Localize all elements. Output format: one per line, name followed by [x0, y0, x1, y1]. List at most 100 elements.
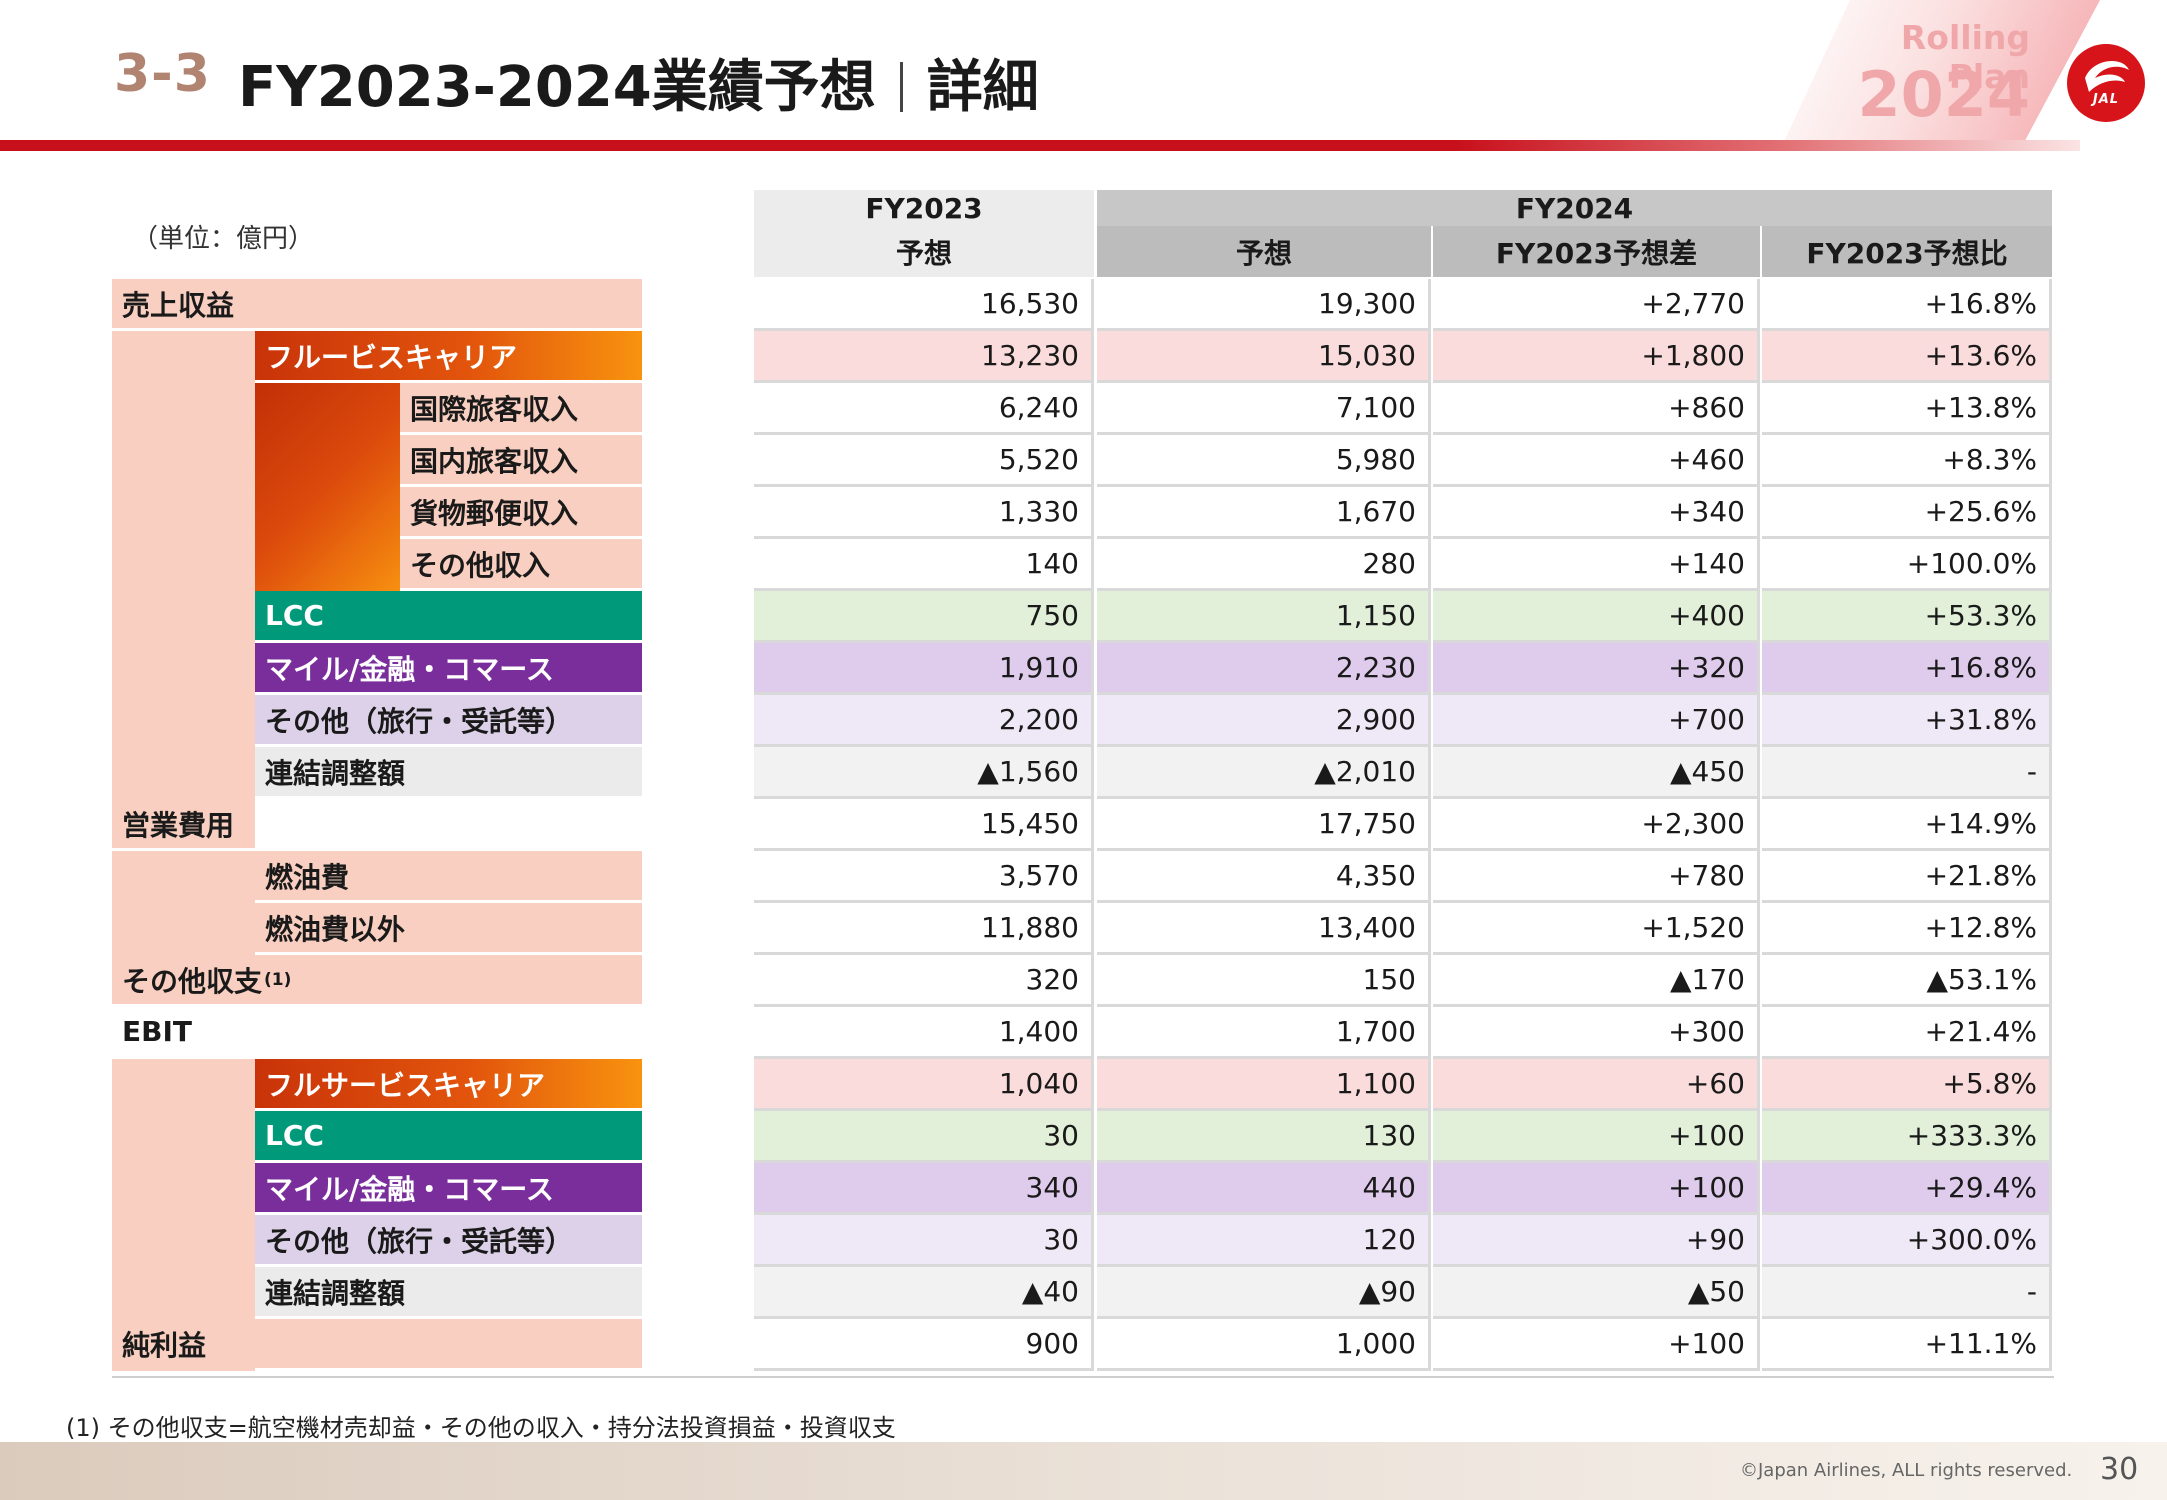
- row-label-text: マイル/金融・コマース: [265, 652, 554, 686]
- row-label: LCC: [255, 1111, 642, 1160]
- value-cell: ▲90: [1097, 1267, 1431, 1319]
- header-fy2024-forecast: 予想: [1097, 226, 1431, 277]
- value-cell: 340: [754, 1163, 1094, 1215]
- row-label: 国内旅客収入: [400, 435, 642, 484]
- value-cell: +90: [1433, 1215, 1760, 1267]
- row-label: フルービスキャリア: [255, 331, 642, 380]
- jal-logo: [2067, 44, 2145, 122]
- value-cell: 2,200: [754, 695, 1094, 747]
- title-main: FY2023-2024業績予想: [238, 55, 876, 120]
- value-cell: 440: [1097, 1163, 1431, 1215]
- value-cell: 1,400: [754, 1007, 1094, 1059]
- row-label: その他（旅行・受託等）: [255, 695, 642, 744]
- row-label-text: フルサービスキャリア: [265, 1068, 546, 1102]
- header-fy2023-diff: FY2023予想差: [1433, 226, 1760, 277]
- value-cell: 11,880: [754, 903, 1094, 955]
- value-cell: +8.3%: [1762, 435, 2052, 487]
- row-label-text: 営業費用: [122, 808, 235, 842]
- row-label-text: LCC: [265, 1119, 324, 1152]
- row-label-text: フルービスキャリア: [265, 340, 518, 374]
- value-cell: 13,400: [1097, 903, 1431, 955]
- value-cell: +2,770: [1433, 279, 1760, 331]
- value-cell: 900: [754, 1319, 1094, 1371]
- row-label-text: LCC: [265, 599, 324, 632]
- value-cell: 30: [754, 1215, 1094, 1267]
- value-cell: 2,230: [1097, 643, 1431, 695]
- row-label: マイル/金融・コマース: [255, 1163, 642, 1212]
- row-label-text: 燃油費以外: [265, 912, 406, 946]
- page-title: FY2023-2024業績予想 詳細: [238, 42, 1039, 123]
- value-cell: +13.8%: [1762, 383, 2052, 435]
- value-cell: +1,520: [1433, 903, 1760, 955]
- forecast-table: FY2023 予想 FY2024 予想 FY2023予想差 FY2023予想比 売上収益 16…: [112, 188, 2054, 1378]
- value-cell: -: [1762, 747, 2052, 799]
- row-label: EBIT: [112, 1007, 642, 1056]
- value-cell: +60: [1433, 1059, 1760, 1111]
- value-cell: ▲50: [1433, 1267, 1760, 1319]
- title-separator: [899, 62, 903, 112]
- row-label-text: 連結調整額: [265, 756, 406, 790]
- row-label: 純利益: [112, 1319, 642, 1368]
- value-cell: 150: [1097, 955, 1431, 1007]
- header-fy2023: FY2023: [754, 190, 1094, 226]
- value-cell: 1,000: [1097, 1319, 1431, 1371]
- title-sub: 詳細: [926, 55, 1039, 120]
- row-label-text: 国内旅客収入: [410, 444, 579, 478]
- value-cell: +21.4%: [1762, 1007, 2052, 1059]
- value-cell: +100: [1433, 1319, 1760, 1371]
- row-label-text: その他収入: [410, 548, 551, 582]
- copyright: ©Japan Airlines, ALL rights reserved.: [1740, 1460, 2073, 1481]
- value-cell: +100.0%: [1762, 539, 2052, 591]
- row-label-text: 燃油費: [265, 860, 350, 894]
- row-label: その他（旅行・受託等）: [255, 1215, 642, 1264]
- value-cell: +100: [1433, 1111, 1760, 1163]
- row-label-text: 売上収益: [122, 288, 235, 322]
- value-cell: +460: [1433, 435, 1760, 487]
- value-cell: ▲40: [754, 1267, 1094, 1319]
- fsc-detail-block: [255, 383, 400, 591]
- value-cell: +13.6%: [1762, 331, 2052, 383]
- row-label: 営業費用: [112, 799, 255, 848]
- value-cell: ▲2,010: [1097, 747, 1431, 799]
- value-cell: 15,450: [754, 799, 1094, 851]
- row-label-text: マイル/金融・コマース: [265, 1172, 554, 1206]
- crane-logo-icon: [2085, 60, 2129, 92]
- value-cell: +340: [1433, 487, 1760, 539]
- row-label: 国際旅客収入: [400, 383, 642, 432]
- value-cell: +140: [1433, 539, 1760, 591]
- row-label: 連結調整額: [255, 747, 642, 796]
- header-fy2023-ratio: FY2023予想比: [1762, 226, 2052, 277]
- value-cell: +2,300: [1433, 799, 1760, 851]
- value-cell: ▲53.1%: [1762, 955, 2052, 1007]
- rolling-plan-year: 2024: [1857, 58, 2030, 131]
- value-cell: +1,800: [1433, 331, 1760, 383]
- footnote-mark: (1): [264, 969, 292, 990]
- value-cell: +29.4%: [1762, 1163, 2052, 1215]
- value-cell: +16.8%: [1762, 279, 2052, 331]
- value-cell: 6,240: [754, 383, 1094, 435]
- value-cell: 2,900: [1097, 695, 1431, 747]
- row-label-text: 貨物郵便収入: [410, 496, 579, 530]
- value-cell: +400: [1433, 591, 1760, 643]
- revenue-breakdown-block: [112, 331, 255, 799]
- value-cell: +25.6%: [1762, 487, 2052, 539]
- footer-band: [0, 1442, 2167, 1500]
- value-cell: 15,030: [1097, 331, 1431, 383]
- jal-logo-text: JAL: [2092, 92, 2120, 107]
- value-cell: 280: [1097, 539, 1431, 591]
- value-cell: 5,520: [754, 435, 1094, 487]
- unit-label: （単位：億円）: [132, 224, 315, 254]
- row-label-text: 純利益: [122, 1328, 207, 1362]
- row-label-text: 国際旅客収入: [410, 392, 579, 426]
- row-label: 連結調整額: [255, 1267, 642, 1316]
- header-fy2023-forecast: 予想: [754, 226, 1094, 277]
- value-cell: +14.9%: [1762, 799, 2052, 851]
- value-cell: 120: [1097, 1215, 1431, 1267]
- value-cell: +300: [1433, 1007, 1760, 1059]
- row-label: LCC: [255, 591, 642, 640]
- value-cell: +780: [1433, 851, 1760, 903]
- value-cell: ▲450: [1433, 747, 1760, 799]
- value-cell: 4,350: [1097, 851, 1431, 903]
- value-cell: 30: [754, 1111, 1094, 1163]
- row-label: その他収支 (1): [112, 955, 642, 1004]
